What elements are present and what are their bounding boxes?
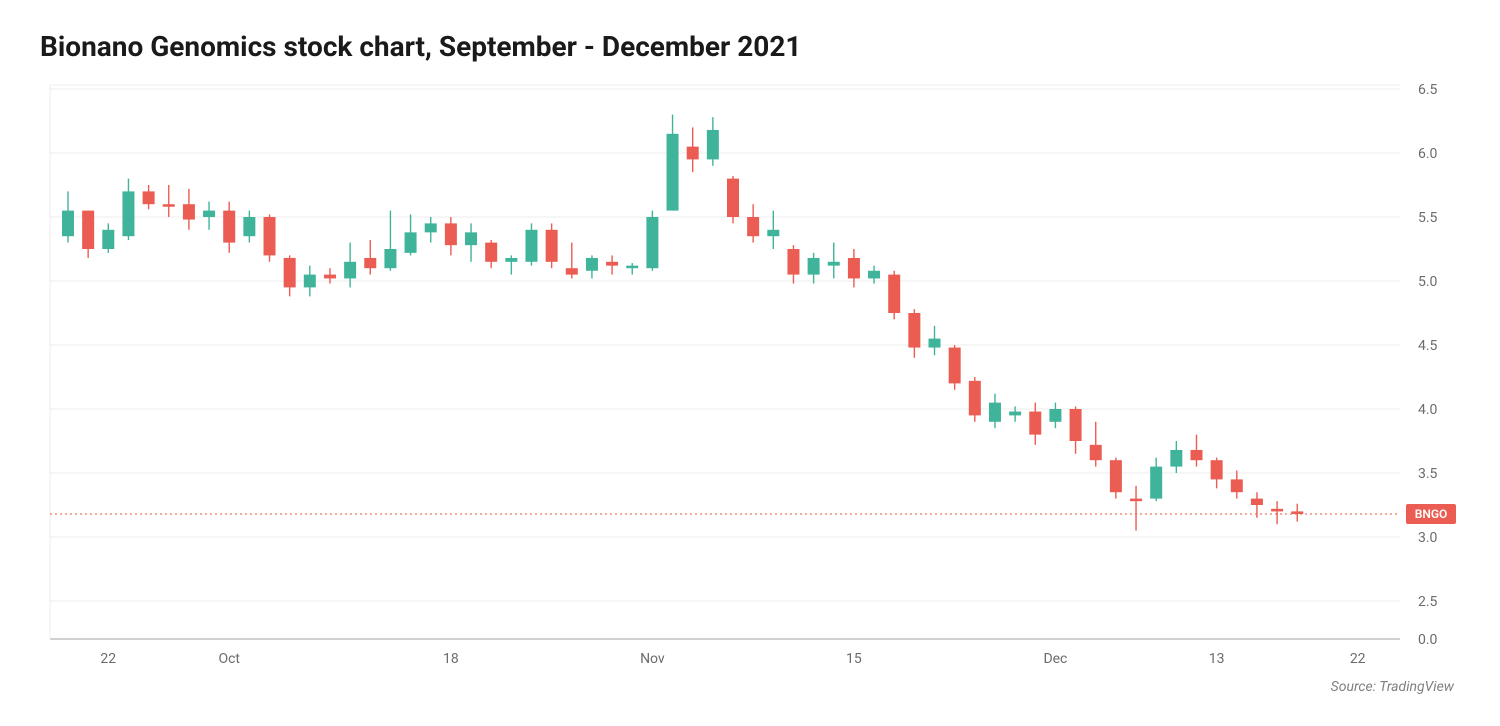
- candle-body: [445, 223, 457, 245]
- candle-body: [82, 211, 94, 249]
- candle-body: [384, 249, 396, 268]
- candle-body: [1130, 499, 1142, 502]
- candle-body: [667, 134, 679, 211]
- ticker-badge-label: BNGO: [1415, 507, 1448, 521]
- x-tick-label: 18: [443, 651, 459, 667]
- candle-body: [888, 275, 900, 313]
- x-tick-label: Oct: [218, 651, 240, 667]
- candle-body: [1070, 409, 1082, 441]
- candle-body: [1211, 460, 1223, 479]
- y-tick-label: 6.5: [1418, 82, 1438, 98]
- candle-body: [727, 179, 739, 217]
- candle-body: [243, 217, 255, 236]
- candle-body: [203, 211, 215, 217]
- candle-body: [1009, 412, 1021, 416]
- x-tick-label: 22: [100, 651, 116, 667]
- candle-body: [505, 258, 517, 262]
- source-attribution: Source: TradingView: [40, 679, 1460, 695]
- y-tick-label: 6.0: [1418, 146, 1438, 162]
- y-tick-label: 4.0: [1418, 402, 1438, 418]
- candle-body: [525, 230, 537, 262]
- candle-body: [324, 275, 336, 279]
- candle-body: [646, 217, 658, 268]
- y-tick-label: 0.0: [1418, 632, 1438, 648]
- candlestick-chart: 0.0 2.5 3.0 3.5 4.0 4.5 5.0 5.5 6.0 6.5 22 Oct 18 Nov…: [40, 81, 1460, 671]
- y-tick-label: 4.5: [1418, 338, 1438, 354]
- candle-body: [122, 191, 134, 236]
- candle-body: [143, 191, 155, 204]
- chart-title: Bionano Genomics stock chart, September …: [40, 30, 1460, 63]
- x-tick-label: Dec: [1043, 651, 1067, 667]
- candle-body: [828, 262, 840, 266]
- candle-body: [606, 262, 618, 266]
- candle-body: [102, 230, 114, 249]
- candle-body: [1170, 450, 1182, 467]
- y-tick-label: 2.5: [1418, 594, 1438, 610]
- candle-body: [264, 217, 276, 255]
- candle-body: [344, 262, 356, 279]
- candle-body: [969, 381, 981, 416]
- y-tick-label: 5.0: [1418, 274, 1438, 290]
- candle-body: [364, 258, 376, 268]
- candle-body: [465, 232, 477, 245]
- candle-body: [707, 130, 719, 159]
- candle-body: [929, 339, 941, 348]
- candle-body: [1049, 409, 1061, 422]
- y-tick-label: 3.5: [1418, 466, 1438, 482]
- candle-body: [163, 204, 175, 207]
- candle-body: [747, 217, 759, 236]
- candle-body: [1291, 511, 1303, 514]
- y-tick-label: 3.0: [1418, 530, 1438, 546]
- candle-body: [485, 243, 497, 262]
- candle-body: [284, 258, 296, 287]
- candle-body: [304, 275, 316, 288]
- candle-body: [868, 271, 880, 279]
- candle-body: [767, 230, 779, 236]
- candle-body: [1150, 467, 1162, 499]
- candle-body: [1110, 460, 1122, 492]
- candle-body: [566, 268, 578, 274]
- candle-body: [808, 258, 820, 275]
- candle-body: [546, 230, 558, 262]
- candle-body: [1090, 445, 1102, 460]
- candle-body: [223, 211, 235, 243]
- candle-body: [1251, 499, 1263, 505]
- x-tick-label: 22: [1350, 651, 1366, 667]
- x-tick-label: 15: [846, 651, 862, 667]
- candle-body: [586, 258, 598, 271]
- candle-body: [848, 258, 860, 278]
- candle-body: [405, 232, 417, 252]
- candle-body: [1029, 412, 1041, 435]
- y-tick-label: 5.5: [1418, 210, 1438, 226]
- candle-body: [183, 204, 195, 219]
- candle-body: [687, 147, 699, 160]
- candle-body: [989, 403, 1001, 422]
- candle-body: [908, 313, 920, 348]
- x-tick-label: 13: [1209, 651, 1225, 667]
- candle-body: [1271, 509, 1283, 512]
- candle-body: [626, 266, 638, 269]
- candle-body: [62, 211, 74, 237]
- candle-body: [949, 348, 961, 384]
- candle-body: [1231, 479, 1243, 492]
- candle-body: [425, 223, 437, 232]
- candle-body: [1190, 450, 1202, 460]
- candle-body: [787, 249, 799, 275]
- x-tick-label: Nov: [640, 651, 665, 667]
